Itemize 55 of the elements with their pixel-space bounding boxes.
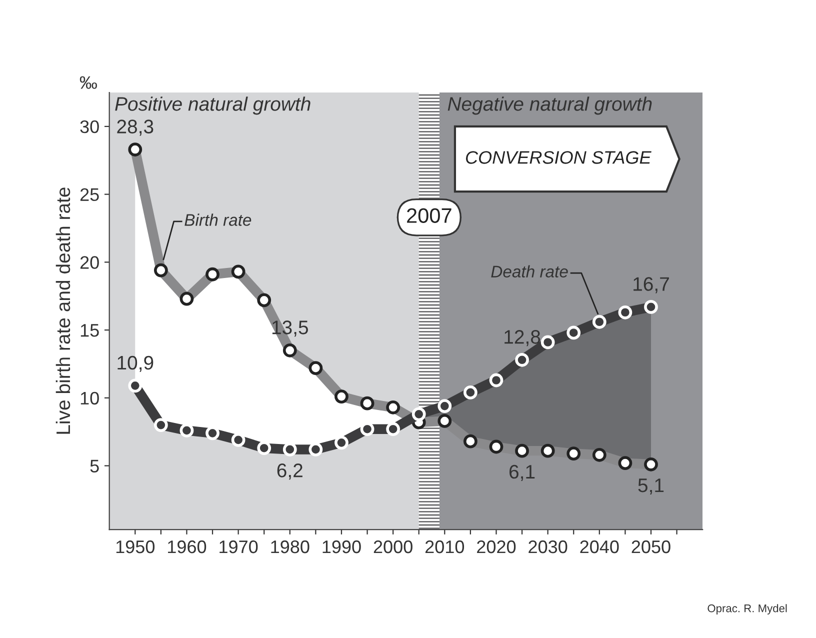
data-label: 6,2 [277, 464, 302, 480]
point [566, 326, 581, 340]
y-tick-label: 15 [80, 324, 99, 337]
x-tick-label: 2040 [580, 540, 619, 554]
x-tick-label: 2020 [477, 540, 516, 554]
x-tick-label: 1960 [168, 540, 206, 554]
data-label: 5,1 [638, 478, 664, 495]
text: Oprac. R. Mydel [708, 604, 787, 614]
data-label: 10,9 [118, 356, 154, 372]
point [154, 418, 168, 432]
x-tick-label: 2050 [632, 540, 670, 554]
point [592, 314, 606, 329]
y-tick-label: 30 [80, 120, 99, 134]
point [463, 386, 478, 400]
data-label: 28,3 [117, 120, 154, 136]
point [412, 407, 426, 422]
x-tick-label: 2000 [374, 540, 412, 554]
point [308, 442, 323, 456]
band-label: Negative natural growth [448, 96, 652, 115]
point [360, 422, 374, 436]
annotation: CONVERSION STAGE [466, 151, 652, 164]
point [334, 436, 348, 450]
y-axis-title: Live birth rate and death rate [56, 188, 70, 434]
data-label: 13,5 [272, 320, 308, 337]
data-label: 6,1 [510, 464, 535, 481]
y-tick-label: 25 [80, 188, 99, 202]
point [438, 399, 452, 413]
point [618, 305, 632, 320]
point [180, 424, 194, 438]
series-label: Birth rate [184, 214, 252, 226]
point [515, 352, 529, 367]
y-tick-label: 10 [80, 392, 99, 405]
y-tick-label: 20 [80, 256, 99, 269]
point [206, 426, 220, 440]
data-label: 16,7 [634, 277, 669, 294]
data-label: 12,8 [504, 330, 540, 346]
point [231, 433, 246, 447]
point [489, 373, 504, 388]
x-tick-label: 1980 [271, 540, 310, 554]
band-label: 2007 [407, 208, 452, 223]
point [386, 422, 400, 436]
y-tick-label: 5 [90, 460, 99, 472]
x-tick-label: 2030 [528, 540, 568, 554]
point [644, 300, 658, 314]
text: Death rate [491, 265, 568, 278]
band-label: Positive natural growth [115, 96, 310, 115]
x-tick-label: 1970 [220, 540, 258, 554]
point [282, 442, 297, 456]
point [257, 441, 272, 456]
point [540, 335, 555, 350]
text: ‰ [80, 76, 97, 89]
x-tick-label: 1990 [322, 540, 361, 554]
x-tick-label: 2010 [425, 540, 464, 554]
x-tick-label: 1950 [116, 540, 155, 554]
point [128, 378, 142, 393]
